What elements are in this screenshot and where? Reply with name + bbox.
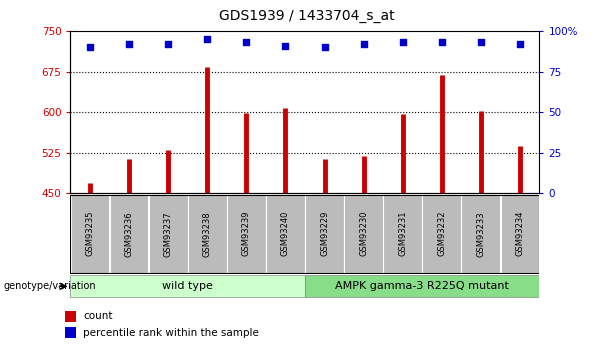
- Bar: [149, 195, 188, 274]
- Bar: [65, 327, 77, 338]
- Text: GSM93240: GSM93240: [281, 211, 290, 256]
- Text: GSM93238: GSM93238: [203, 211, 211, 257]
- Bar: [501, 195, 539, 274]
- Point: [398, 40, 408, 45]
- Point: [202, 37, 212, 42]
- Text: percentile rank within the sample: percentile rank within the sample: [83, 328, 259, 337]
- Bar: [345, 195, 383, 274]
- Bar: [227, 195, 265, 274]
- Text: GSM93233: GSM93233: [476, 211, 485, 257]
- Text: AMPK gamma-3 R225Q mutant: AMPK gamma-3 R225Q mutant: [335, 282, 509, 291]
- Text: count: count: [83, 311, 113, 321]
- Point: [319, 45, 329, 50]
- Text: GSM93234: GSM93234: [516, 211, 524, 256]
- Point: [281, 43, 291, 48]
- Text: GSM93230: GSM93230: [359, 211, 368, 256]
- Point: [124, 41, 134, 47]
- Text: genotype/variation: genotype/variation: [3, 282, 96, 291]
- Point: [359, 41, 368, 47]
- Bar: [188, 195, 227, 274]
- Point: [437, 40, 447, 45]
- Text: GSM93229: GSM93229: [320, 211, 329, 256]
- Bar: [383, 195, 422, 274]
- Text: wild type: wild type: [162, 282, 213, 291]
- Point: [242, 40, 251, 45]
- Point: [85, 45, 95, 50]
- Bar: [65, 310, 77, 322]
- Text: GSM93239: GSM93239: [242, 211, 251, 256]
- Text: GDS1939 / 1433704_s_at: GDS1939 / 1433704_s_at: [219, 9, 394, 23]
- Bar: [462, 195, 500, 274]
- Point: [163, 41, 173, 47]
- Text: GSM93232: GSM93232: [437, 211, 446, 256]
- Text: GSM93235: GSM93235: [86, 211, 94, 256]
- Bar: [110, 195, 148, 274]
- Bar: [70, 195, 109, 274]
- Bar: [305, 275, 539, 297]
- Bar: [266, 195, 305, 274]
- Text: GSM93231: GSM93231: [398, 211, 407, 256]
- Text: GSM93236: GSM93236: [124, 211, 134, 257]
- Point: [515, 41, 525, 47]
- Bar: [70, 275, 305, 297]
- Text: GSM93237: GSM93237: [164, 211, 173, 257]
- Bar: [422, 195, 461, 274]
- Point: [476, 40, 485, 45]
- Bar: [305, 195, 344, 274]
